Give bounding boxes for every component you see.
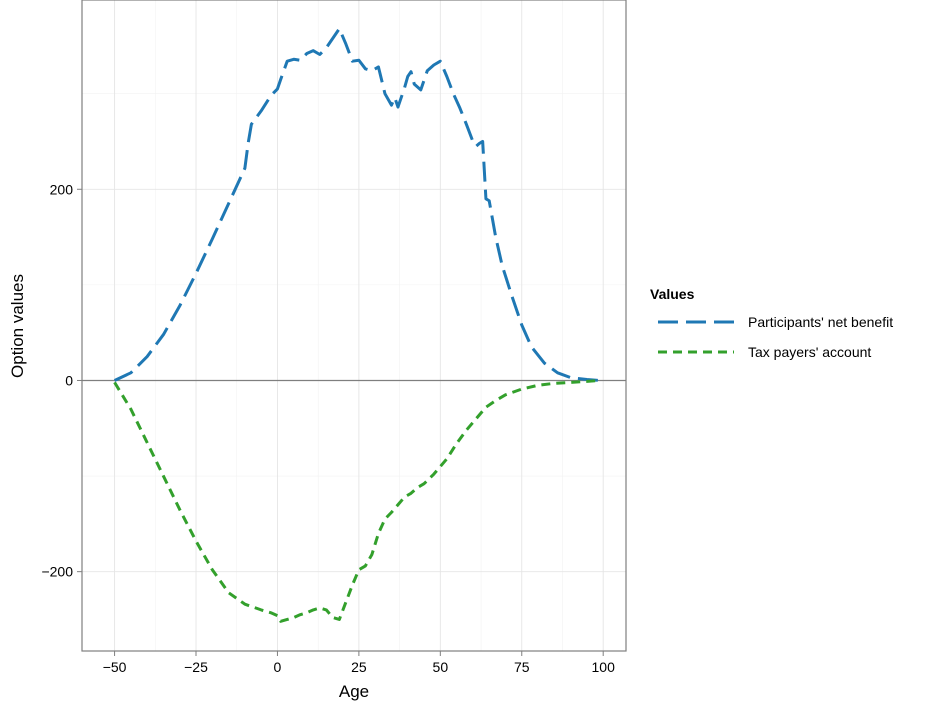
series-line-1 — [113, 378, 601, 623]
x-tick-label: 25 — [351, 659, 367, 675]
y-tick-label: 0 — [65, 372, 73, 388]
x-tick-label: −50 — [103, 659, 127, 675]
legend: Values Participants' net benefit Tax pay… — [650, 286, 893, 360]
series-line-0 — [113, 27, 601, 382]
y-axis-title: Option values — [8, 274, 27, 378]
y-tick-label: −200 — [41, 564, 73, 580]
x-tick-label: 100 — [592, 659, 616, 675]
plot-border — [81, 0, 627, 652]
x-tick-label: −25 — [184, 659, 208, 675]
series-layer — [113, 27, 601, 623]
x-axis: −50 −25 0 25 50 75 100 — [103, 651, 615, 675]
x-tick-label: 50 — [433, 659, 449, 675]
minor-gridlines — [82, 0, 626, 651]
y-tick-label: 200 — [50, 181, 74, 197]
legend-label-tax-payers-account: Tax payers' account — [748, 344, 871, 360]
legend-title: Values — [650, 286, 695, 302]
plot-panel — [82, 0, 626, 651]
x-tick-label: 0 — [274, 659, 282, 675]
y-axis: −200 0 200 — [41, 181, 82, 580]
x-tick-label: 75 — [514, 659, 530, 675]
x-axis-title: Age — [339, 682, 369, 701]
legend-label-participants-net-benefit: Participants' net benefit — [748, 314, 893, 330]
